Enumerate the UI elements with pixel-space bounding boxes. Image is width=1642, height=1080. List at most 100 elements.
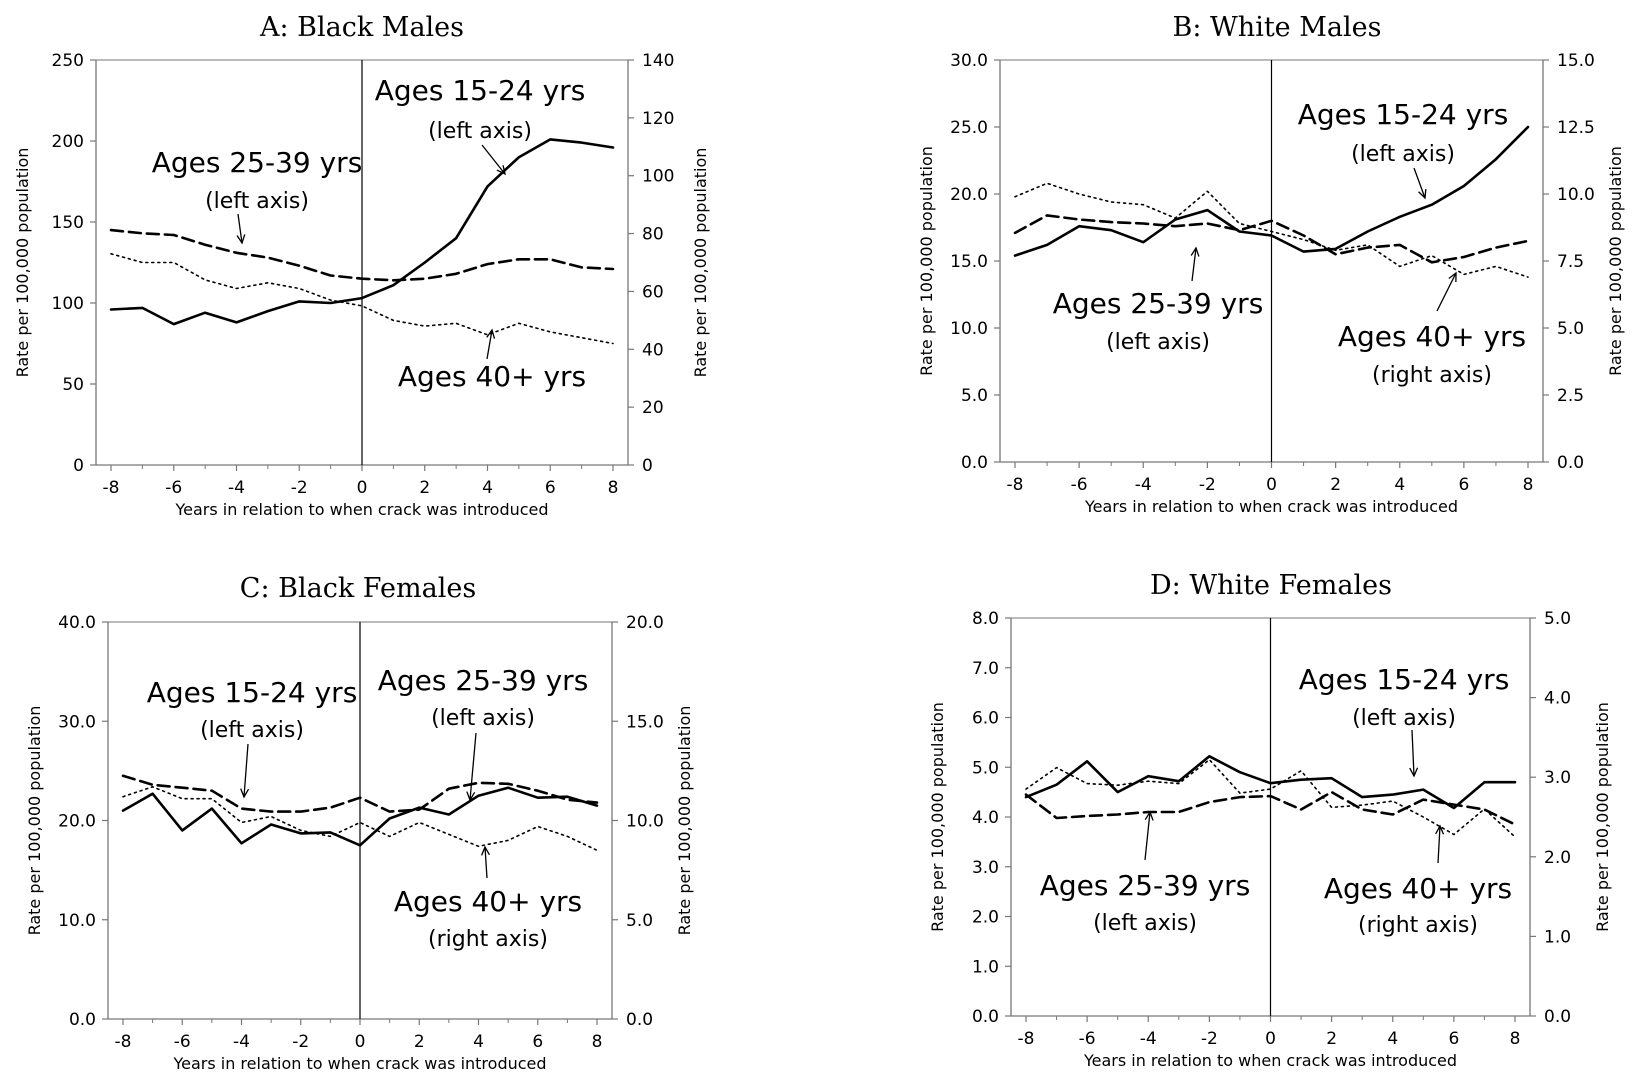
annotation-arrow-shaft <box>469 732 477 801</box>
y-left-tick-label: 6.0 <box>972 709 999 729</box>
x-tick-label: 6 <box>545 478 556 498</box>
y-right-tick-label: 15.0 <box>626 712 664 732</box>
annotation-title: Ages 15-24 yrs <box>1298 98 1509 131</box>
y-left-axis-label: Rate per 100,000 population <box>928 702 947 932</box>
annotation-subtitle: (right axis) <box>1372 363 1492 388</box>
annotation-arrow-shaft <box>1436 272 1457 312</box>
y-left-tick-label: 150 <box>52 213 84 233</box>
x-tick-label: -6 <box>1071 475 1088 495</box>
y-left-tick-label: 0.0 <box>972 1007 999 1027</box>
y-right-tick-label: 10.0 <box>1557 185 1595 205</box>
y-left-axis-label: Rate per 100,000 population <box>25 706 44 936</box>
y-left-tick-label: 0.0 <box>69 1010 96 1030</box>
annotation-arrow-shaft <box>1437 825 1441 864</box>
y-left-tick-label: 10.0 <box>950 319 988 339</box>
panel-title: B: White Males <box>1173 12 1382 43</box>
x-tick-label: 2 <box>414 1032 425 1052</box>
x-tick-label: -8 <box>1018 1029 1035 1049</box>
y-right-tick-label: 5.0 <box>626 911 653 931</box>
y-left-tick-label: 10.0 <box>58 911 96 931</box>
y-right-tick-label: 10.0 <box>626 812 664 832</box>
annotation-arrow-shaft <box>1191 247 1197 282</box>
series-line-dotted <box>1014 182 1529 278</box>
annotation-arrow-head <box>1409 767 1419 778</box>
panel-title: D: White Females <box>1150 570 1392 601</box>
annotation-arrow-head <box>1418 188 1427 200</box>
annotation-title: Ages 15-24 yrs <box>375 74 586 107</box>
annotation-arrow-head <box>486 328 496 339</box>
x-tick-label: 0 <box>355 1032 366 1052</box>
y-left-tick-label: 100 <box>52 294 84 314</box>
y-right-tick-label: 5.0 <box>1557 319 1584 339</box>
panel-title: C: Black Females <box>240 573 476 604</box>
x-tick-label: 8 <box>592 1032 603 1052</box>
x-tick-label: 6 <box>1458 475 1469 495</box>
annotation-arrow-shaft <box>237 213 243 244</box>
y-right-tick-label: 60 <box>642 282 664 302</box>
x-tick-label: -6 <box>165 478 182 498</box>
y-right-tick-label: 0 <box>642 456 653 476</box>
y-left-tick-label: 1.0 <box>972 957 999 977</box>
annotation-arrow-head <box>236 234 246 245</box>
y-right-tick-label: 0.0 <box>1557 453 1584 473</box>
x-axis-label: Years in relation to when crack was intr… <box>1084 497 1458 516</box>
annotation-arrow-shaft <box>481 144 506 175</box>
y-right-axis-label: Rate per 100,000 population <box>1593 702 1612 932</box>
annotation-title: Ages 40+ yrs <box>1338 320 1526 353</box>
annotation-subtitle: (left axis) <box>1106 330 1210 355</box>
annotation-arrow-head <box>1435 824 1445 835</box>
chart-panel-1: A: Black Males05010015020025002040608010… <box>13 12 710 519</box>
x-tick-label: 8 <box>1523 475 1534 495</box>
annotation-arrow-head <box>1190 246 1200 257</box>
annotation-arrow-head <box>1144 810 1154 821</box>
y-right-tick-label: 100 <box>642 167 674 187</box>
y-right-tick-label: 7.5 <box>1557 252 1584 272</box>
y-left-tick-label: 5.0 <box>961 386 988 406</box>
annotation-subtitle: (left axis) <box>428 119 532 144</box>
series-line-solid <box>1024 754 1517 810</box>
y-left-tick-label: 50 <box>62 375 84 395</box>
y-left-axis-label: Rate per 100,000 population <box>917 146 936 376</box>
annotation-subtitle: (left axis) <box>1352 706 1456 731</box>
x-tick-label: 0 <box>357 478 368 498</box>
chart-panel-4: D: White Females 0.0 1.0 2.0 3.0 4.0 5.0 6.0 7.0… <box>928 570 1612 1070</box>
series-line-dotted <box>1025 758 1516 838</box>
y-right-tick-label: 0.0 <box>626 1010 653 1030</box>
y-right-tick-label: 12.5 <box>1557 118 1595 138</box>
x-tick-label: 6 <box>532 1032 543 1052</box>
annotation-arrow-head <box>481 845 490 856</box>
y-right-tick-label: 20 <box>642 398 664 418</box>
chart-panel-2: B: White Males0.05.010.015.020.025.030.0… <box>917 12 1625 516</box>
x-tick-label: -4 <box>233 1032 250 1052</box>
series-line-solid <box>109 138 615 326</box>
annotation-arrow-shaft <box>486 329 493 360</box>
annotation-title: Ages 40+ yrs <box>1324 872 1512 905</box>
y-right-tick-label: 5.0 <box>1544 609 1571 629</box>
x-tick-label: -4 <box>228 478 245 498</box>
x-tick-label: 2 <box>419 478 430 498</box>
annotation-title: Ages 25-39 yrs <box>378 664 589 697</box>
annotation-arrow-shaft <box>484 846 488 879</box>
y-right-tick-label: 120 <box>642 109 674 129</box>
x-tick-label: -8 <box>115 1032 132 1052</box>
annotation-title: Ages 25-39 yrs <box>152 146 363 179</box>
y-left-tick-label: 25.0 <box>950 118 988 138</box>
x-tick-label: 2 <box>1330 475 1341 495</box>
annotation-arrow-head <box>466 791 476 802</box>
y-left-tick-label: 3.0 <box>972 858 999 878</box>
y-right-tick-label: 3.0 <box>1544 768 1571 788</box>
series-line-solid <box>1013 125 1530 257</box>
x-axis-label: Years in relation to when crack was intr… <box>172 1054 546 1073</box>
y-left-tick-label: 0 <box>73 456 84 476</box>
annotation-arrow-head <box>1448 271 1457 283</box>
y-right-tick-label: 20.0 <box>626 613 664 633</box>
y-left-tick-label: 7.0 <box>972 659 999 679</box>
x-tick-label: -2 <box>1199 475 1216 495</box>
annotation-arrow-shaft <box>243 743 249 798</box>
x-tick-label: -2 <box>291 478 308 498</box>
y-left-tick-label: 8.0 <box>972 609 999 629</box>
y-left-tick-label: 15.0 <box>950 252 988 272</box>
annotation-subtitle: (left axis) <box>205 189 309 214</box>
series-line-dashed <box>1013 214 1530 264</box>
